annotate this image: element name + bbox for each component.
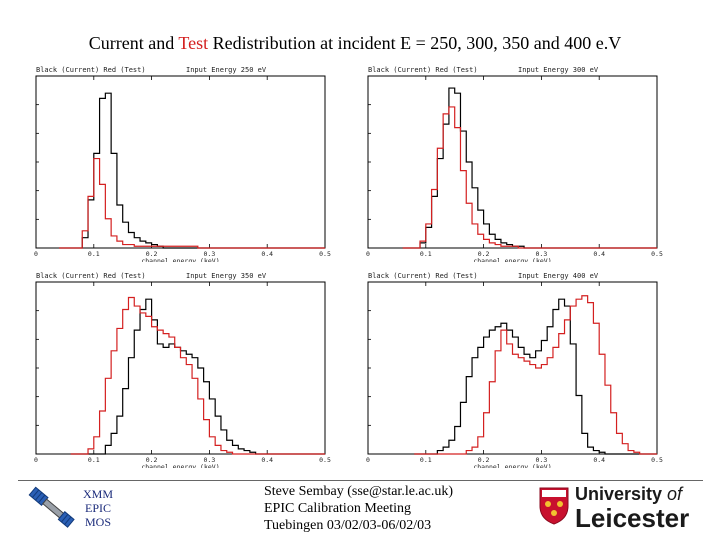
plot-frame: [367, 281, 658, 455]
x-tick-label: 0: [366, 250, 370, 258]
x-tick-label: 0.4: [593, 456, 605, 464]
mission-line-xmm: XMM: [82, 487, 113, 501]
mission-line-mos: MOS: [84, 515, 111, 529]
x-tick-label: 0: [34, 250, 38, 258]
plot-frame: [367, 75, 658, 249]
x-tick-label: 0.1: [420, 250, 432, 258]
x-axis-label: channel energy (keV): [473, 463, 551, 468]
chart-title: Input Energy 250 eV: [186, 66, 267, 74]
meeting-name: EPIC Calibration Meeting: [264, 501, 411, 516]
x-tick-label: 0.3: [204, 456, 216, 464]
x-tick-label: 0.5: [319, 456, 331, 464]
legend-text: Black (Current) Red (Test): [368, 66, 478, 74]
x-tick-label: 0.2: [478, 250, 490, 258]
x-tick-label: 0.4: [593, 250, 605, 258]
series-line-test: [414, 295, 657, 455]
legend-text: Black (Current) Red (Test): [368, 272, 478, 280]
x-tick-label: 0.2: [146, 250, 158, 258]
plot-frame: [35, 281, 326, 455]
chart-svg-350ev: Black (Current) Red (Test) Input Energy 3…: [34, 272, 331, 468]
x-tick-label: 0.3: [536, 456, 548, 464]
x-axis-label: channel energy (keV): [141, 463, 219, 468]
legend-text: Black (Current) Red (Test): [36, 66, 146, 74]
x-tick-label: 0.1: [420, 456, 432, 464]
x-tick-label: 0.2: [146, 456, 158, 464]
chart-panel-350ev: Black (Current) Red (Test) Input Energy 3…: [28, 268, 333, 468]
series-line-current: [414, 298, 657, 455]
title-part-current: Current and: [88, 33, 179, 53]
chart-title: Input Energy 300 eV: [518, 66, 599, 74]
x-axis-label: channel energy (keV): [473, 257, 551, 262]
title-part-test: Test: [178, 33, 209, 53]
x-tick-label: 0: [34, 456, 38, 464]
x-tick-label: 0.4: [261, 250, 273, 258]
x-tick-label: 0.2: [478, 456, 490, 464]
chart-svg-400ev: Black (Current) Red (Test) Input Energy 4…: [366, 272, 663, 468]
slide-title: Current and Test Redistribution at incid…: [0, 33, 710, 54]
x-tick-label: 0.3: [536, 250, 548, 258]
x-tick-label: 0.5: [651, 250, 663, 258]
chart-title: Input Energy 350 eV: [186, 272, 267, 280]
chart-svg-250ev: Black (Current) Red (Test) Input Energy 2…: [34, 66, 331, 262]
logo-word-leicester: Leicester: [575, 503, 690, 533]
author-email: Steve Sembay (sse@star.le.ac.uk): [264, 484, 454, 499]
series-line-test: [70, 296, 325, 455]
footer-divider: [18, 480, 703, 481]
chart-panel-250ev: Black (Current) Red (Test) Input Energy 2…: [28, 62, 333, 262]
x-tick-label: 0: [366, 456, 370, 464]
x-tick-label: 0.5: [319, 250, 331, 258]
x-axis-label: channel energy (keV): [141, 257, 219, 262]
author-info: Steve Sembay (sse@star.le.ac.uk) EPIC Ca…: [264, 483, 453, 534]
x-tick-label: 0.5: [651, 456, 663, 464]
x-tick-label: 0.1: [88, 250, 100, 258]
chart-panel-400ev: Black (Current) Red (Test) Input Energy 4…: [360, 268, 665, 468]
logo-word-of: of: [667, 484, 683, 504]
logo-line-university: University of: [575, 484, 689, 504]
title-part-rest: Redistribution at incident E = 250, 300,…: [208, 33, 622, 53]
university-logo-text: University of Leicester: [575, 484, 689, 532]
mission-line-epic: EPIC: [84, 501, 111, 515]
chart-svg-300ev: Black (Current) Red (Test) Input Energy 3…: [366, 66, 663, 262]
satellite-icon: [28, 486, 75, 528]
university-shield-icon: [539, 487, 569, 525]
chart-panel-300ev: Black (Current) Red (Test) Input Energy 3…: [360, 62, 665, 262]
meeting-place-date: Tuebingen 03/02/03-06/02/03: [264, 518, 432, 533]
series-line-test: [402, 106, 657, 249]
mission-label: XMM EPIC MOS: [68, 487, 128, 529]
logo-word-university: University: [575, 484, 668, 504]
plot-frame: [35, 75, 326, 249]
legend-text: Black (Current) Red (Test): [36, 272, 146, 280]
x-tick-label: 0.4: [261, 456, 273, 464]
series-line-test: [59, 157, 325, 249]
x-tick-label: 0.1: [88, 456, 100, 464]
x-tick-label: 0.3: [204, 250, 216, 258]
chart-title: Input Energy 400 eV: [518, 272, 599, 280]
